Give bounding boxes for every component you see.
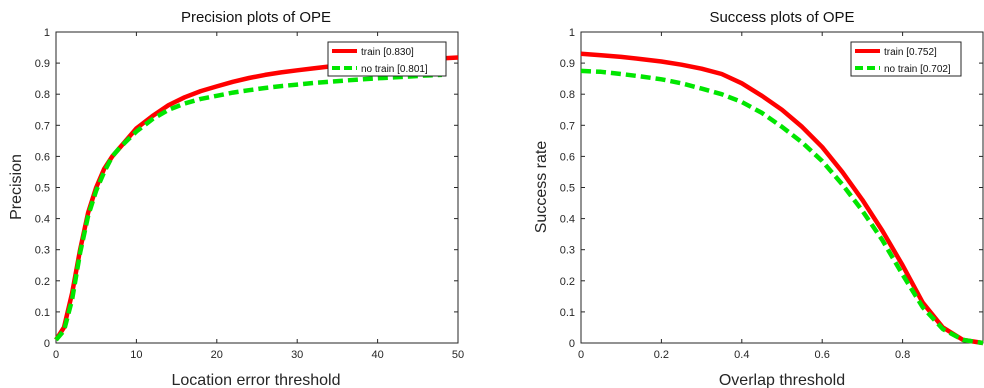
precision-y-tick-label: 0.1 xyxy=(35,307,50,319)
success-y-axis-label: Success rate xyxy=(533,141,550,234)
success-y-tick-label: 0.7 xyxy=(560,120,575,132)
precision-y-tick-label: 0.4 xyxy=(35,214,50,226)
success-y-tick-label: 0.4 xyxy=(560,214,575,226)
precision-series-no-train-line xyxy=(54,72,442,342)
success-chart-title: Success plots of OPE xyxy=(709,9,854,26)
success-y-tick-label: 0.2 xyxy=(560,276,575,288)
success-legend-train-label: train [0.752] xyxy=(884,47,937,58)
precision-x-axis-label: Location error threshold xyxy=(172,372,341,388)
success-chart: Success plots of OPE Overlap threshold S… xyxy=(533,9,984,388)
success-ticks: 0 0.1 0.2 0.3 0.4 0.5 0.6 0.7 0.8 0.9 1 0 0.2 0.4 0.6 0… xyxy=(560,27,983,361)
precision-y-tick-label: 0.5 xyxy=(35,183,50,195)
success-x-tick-label: 0.2 xyxy=(654,349,669,361)
precision-x-tick-label: 30 xyxy=(291,349,303,361)
precision-legend: train [0.830] no train [0.801] xyxy=(327,41,447,77)
success-y-tick-label: 0.8 xyxy=(560,89,575,101)
success-y-tick-label: 0.3 xyxy=(560,245,575,257)
precision-x-tick-label: 0 xyxy=(53,349,59,361)
precision-chart: Precision plots of OPE Location error th… xyxy=(8,9,464,388)
success-x-tick-label: 0.4 xyxy=(734,349,749,361)
precision-y-axis-label: Precision xyxy=(8,154,25,220)
success-x-tick-label: 0.6 xyxy=(815,349,830,361)
success-series-train-line xyxy=(580,51,984,346)
success-series-no-train-line xyxy=(580,68,984,346)
success-x-axis-label: Overlap threshold xyxy=(719,372,845,388)
precision-y-tick-label: 1 xyxy=(44,27,50,39)
success-legend-no-train-label: no train [0.702] xyxy=(884,64,951,75)
precision-x-tick-label: 10 xyxy=(130,349,142,361)
precision-y-tick-label: 0.9 xyxy=(35,58,50,70)
success-legend: train [0.752] no train [0.702] xyxy=(850,41,962,77)
precision-legend-train-label: train [0.830] xyxy=(361,47,414,58)
precision-x-tick-label: 40 xyxy=(371,349,383,361)
precision-ticks: 00.10.20.30.40.50.60.70.80.910 10 20 30 40 50 xyxy=(35,27,464,361)
success-y-tick-label: 0.1 xyxy=(560,307,575,319)
precision-y-tick-label: 0.2 xyxy=(35,276,50,288)
success-y-tick-label: 0.9 xyxy=(560,58,575,70)
precision-y-tick-label: 0.6 xyxy=(35,151,50,163)
precision-chart-title: Precision plots of OPE xyxy=(181,9,331,26)
success-x-tick-label: 0.8 xyxy=(895,349,910,361)
precision-y-tick-label: 0.7 xyxy=(35,120,50,132)
success-series-lines xyxy=(580,51,984,346)
precision-legend-no-train-label: no train [0.801] xyxy=(361,64,428,75)
success-y-tick-label: 1 xyxy=(569,27,575,39)
precision-legend-box xyxy=(327,41,447,77)
success-y-tick-label: 0 xyxy=(569,338,575,350)
precision-plot-area xyxy=(55,31,459,344)
success-y-tick-label: 0.5 xyxy=(560,183,575,195)
success-y-tick-label: 0.6 xyxy=(560,151,575,163)
success-x-tick-label: 0 xyxy=(578,349,584,361)
precision-x-tick-label: 20 xyxy=(211,349,223,361)
success-legend-box xyxy=(850,41,962,77)
precision-x-tick-label: 50 xyxy=(452,349,464,361)
precision-y-tick-label: 0.8 xyxy=(35,89,50,101)
precision-y-tick-label: 0.3 xyxy=(35,245,50,257)
precision-y-tick-label: 0 xyxy=(44,338,50,350)
